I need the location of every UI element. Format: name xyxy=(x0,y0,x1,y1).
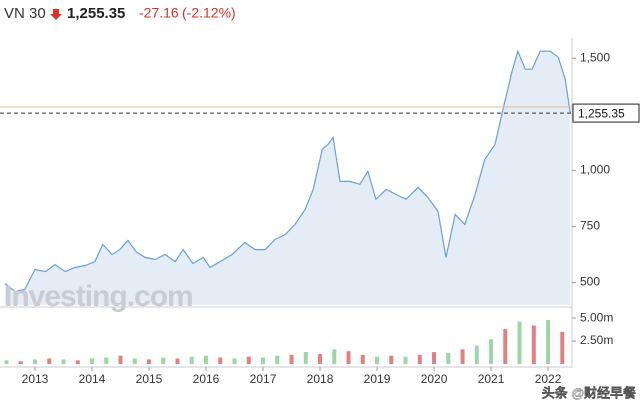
volume-bar xyxy=(346,351,351,364)
volume-bar xyxy=(432,352,437,364)
volume-bar xyxy=(546,319,551,364)
y-tick-label: 500 xyxy=(580,275,600,289)
volume-bar xyxy=(289,354,294,364)
change: -27.16 xyxy=(139,5,179,21)
volume-bar xyxy=(560,331,565,364)
volume-bar xyxy=(303,352,308,364)
volume-bar xyxy=(275,355,280,364)
volume-tick-label: 2.50m xyxy=(580,333,613,347)
volume-bar xyxy=(132,358,137,364)
x-tick-label: 2018 xyxy=(307,372,334,386)
volume-bar xyxy=(4,360,9,364)
area xyxy=(4,51,571,306)
volume-bar xyxy=(318,353,323,364)
watermark: Investing.com xyxy=(4,280,193,313)
price-line xyxy=(4,49,571,293)
volume-bar xyxy=(204,355,209,364)
volume-bar xyxy=(18,361,23,364)
x-tick-label: 2021 xyxy=(478,372,505,386)
current-price-box xyxy=(572,103,640,123)
volume-bar xyxy=(189,356,194,364)
volume-bar xyxy=(446,352,451,364)
volume-bar xyxy=(147,359,152,364)
volume-bar xyxy=(503,329,508,364)
volume-bar xyxy=(104,357,109,364)
volume-bar xyxy=(403,356,408,364)
x-tick-label: 2020 xyxy=(421,372,448,386)
volume-bar xyxy=(118,355,123,364)
x-tick-label: 2015 xyxy=(136,372,163,386)
volume-bar xyxy=(375,356,380,364)
volume-bar xyxy=(460,349,465,364)
current-price-label: 1,255.35 xyxy=(578,106,625,120)
volume-bar xyxy=(47,358,52,364)
y-tick-label: 1,000 xyxy=(580,163,610,177)
volume-bar xyxy=(474,345,479,364)
volume-bar xyxy=(61,359,66,364)
volume-bar xyxy=(261,357,266,364)
volume-bar xyxy=(90,358,95,364)
x-tick-label: 2016 xyxy=(193,372,220,386)
volume-bar xyxy=(360,354,365,364)
volume-tick-label: 5.00m xyxy=(580,310,613,324)
down-arrow xyxy=(50,9,62,20)
volume-bar xyxy=(531,325,536,364)
volume-bar xyxy=(232,358,237,364)
volume-bar xyxy=(389,355,394,364)
volume-bar xyxy=(175,358,180,364)
x-tick-label: 2019 xyxy=(364,372,391,386)
chart-title: VN 30 xyxy=(4,5,46,22)
y-tick-label: 750 xyxy=(580,219,600,233)
x-tick-label: 2017 xyxy=(250,372,277,386)
credit: 头条 @财经早餐 xyxy=(542,385,637,400)
volume-bar xyxy=(417,354,422,364)
last-price: 1,255.35 xyxy=(67,5,125,22)
x-tick-label: 2013 xyxy=(22,372,49,386)
volume-bar xyxy=(161,357,166,364)
volume-bar xyxy=(246,356,251,364)
volume-bar xyxy=(33,359,38,364)
volume-bar xyxy=(332,349,337,364)
y-tick-label: 1,500 xyxy=(580,50,610,64)
change-percent: (-2.12%) xyxy=(182,5,236,21)
volume-bar xyxy=(75,360,80,364)
volume-bar xyxy=(489,339,494,364)
volume-bar xyxy=(218,357,223,364)
x-tick-label: 2022 xyxy=(535,372,562,386)
volume-bar xyxy=(517,321,522,364)
x-tick-label: 2014 xyxy=(79,372,106,386)
